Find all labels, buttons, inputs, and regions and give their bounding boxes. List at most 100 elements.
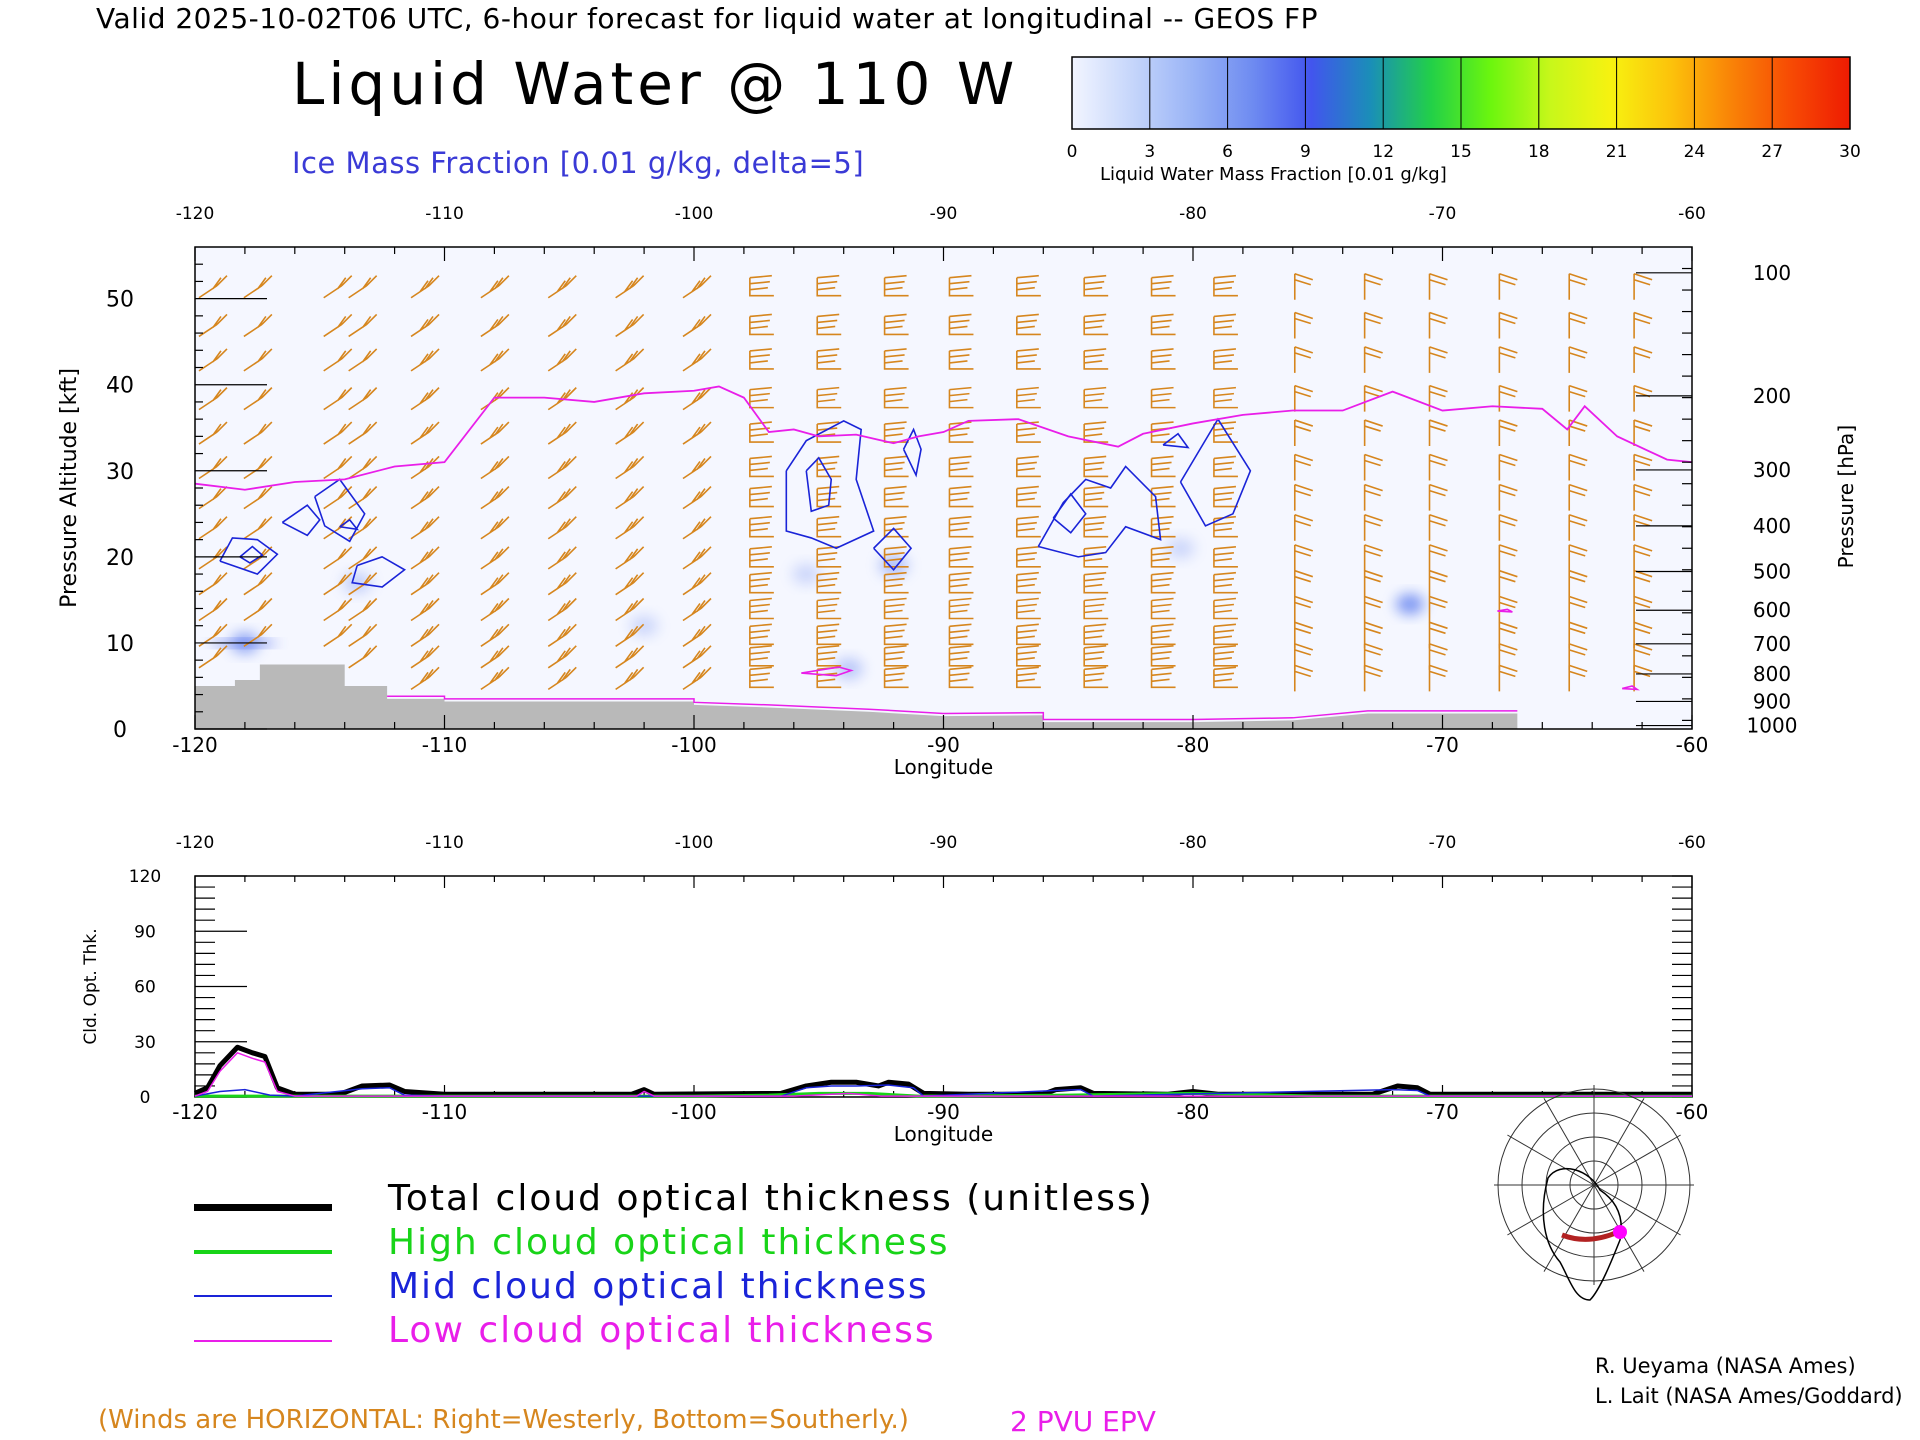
wind-barb (615, 313, 645, 338)
wind-barb (682, 455, 712, 480)
wind-barb (1428, 569, 1448, 597)
wind-barb (1150, 274, 1176, 297)
wind-barb (1633, 483, 1653, 511)
wind-barb (323, 275, 353, 299)
wind-barb (1633, 595, 1653, 623)
wind-barb (547, 546, 577, 570)
map-marker (1613, 1225, 1627, 1239)
wind-barb (1428, 595, 1448, 623)
y-tick-label: 40 (106, 374, 134, 399)
wind-barb (198, 275, 228, 299)
colorbar-tick-label: 15 (1450, 142, 1472, 162)
x-tick-label: -70 (1426, 733, 1459, 757)
ice-contour (902, 427, 922, 478)
wind-barb (749, 645, 774, 667)
wind-barb (1363, 311, 1383, 339)
wind-barb (1568, 384, 1588, 412)
wind-barb (1363, 569, 1383, 597)
wind-barb (615, 666, 645, 691)
wind-barb (1428, 311, 1448, 339)
wind-barb (410, 666, 440, 691)
wind-barb (547, 387, 577, 411)
wind-barb (883, 274, 909, 297)
wind-barb (1293, 384, 1314, 412)
wind-barb (480, 666, 510, 691)
pressure-tick-label: 400 (1753, 514, 1791, 538)
wind-barb (1568, 513, 1588, 541)
wind-barb (1568, 272, 1588, 300)
ice-contours (219, 417, 1252, 588)
pressure-tick-label: 300 (1753, 458, 1791, 482)
wind-barb (348, 623, 378, 647)
y-tick-label: 60 (134, 978, 156, 998)
wind-barb (410, 313, 440, 338)
wind-barb (615, 275, 645, 299)
wind-barb (615, 455, 645, 480)
wind-barb (1633, 453, 1653, 481)
wind-barb (948, 645, 974, 667)
wind-barb (1213, 645, 1238, 667)
wind-barb (198, 546, 228, 570)
wind-barb (480, 348, 510, 372)
wind-barb (243, 348, 273, 372)
wind-barb (883, 348, 909, 370)
pressure-tick-label: 600 (1753, 598, 1791, 622)
ice-contour (219, 537, 279, 575)
colorbar-tick-label: 30 (1839, 142, 1861, 162)
pressure-tick-label: 100 (1753, 261, 1791, 285)
y-tick-label: 30 (134, 1033, 156, 1053)
wind-barb (198, 421, 228, 445)
wind-barb (198, 313, 228, 338)
wind-barb (198, 455, 228, 480)
wind-barb (682, 313, 712, 338)
y-axis-label: Pressure Altitude [kft] (57, 368, 82, 608)
wind-barb (615, 387, 645, 411)
wind-barb (243, 572, 273, 596)
wind-barb (547, 623, 577, 647)
liquid-water-spot (834, 658, 863, 679)
wind-barb (1213, 421, 1238, 443)
colorbar-tick-label: 12 (1372, 142, 1394, 162)
wind-barb (1293, 664, 1314, 692)
wind-barb (547, 597, 577, 622)
wind-barb (682, 546, 712, 570)
wind-barb (480, 486, 510, 510)
wind-barb (749, 666, 774, 689)
x-tick-label-top: -90 (930, 204, 958, 224)
wind-barb (198, 572, 228, 596)
wind-barb (615, 546, 645, 570)
wind-barb (1213, 348, 1238, 370)
wind-barb (198, 486, 228, 510)
wind-barb (682, 516, 712, 540)
liquid-water-spot (792, 564, 821, 585)
wind-barb (198, 645, 228, 669)
ice-contour (281, 504, 321, 537)
wind-barb (1293, 483, 1314, 511)
x-tick-label: -110 (422, 733, 467, 757)
x-tick-label-top: -80 (1179, 833, 1207, 853)
wind-barb (1016, 386, 1041, 409)
wind-barb (243, 623, 273, 647)
wind-barb (1213, 571, 1238, 594)
map-cross-section-line (1561, 1229, 1619, 1242)
wind-barb (1633, 346, 1653, 373)
wind-barb (1016, 546, 1041, 568)
wind-barb (1363, 544, 1383, 571)
map-continent-outline (1542, 1167, 1622, 1301)
wind-barb (1568, 483, 1588, 511)
wind-barb (1428, 513, 1448, 541)
wind-barb (348, 387, 378, 411)
pressure-tick-label: 1000 (1747, 714, 1798, 738)
ice-contour (314, 478, 366, 543)
wind-barb (883, 386, 909, 409)
wind-barb (682, 486, 712, 510)
wind-barb (1428, 483, 1448, 511)
wind-barb (348, 421, 378, 445)
wind-barb (749, 313, 774, 336)
legend-line-mid (194, 1295, 332, 1297)
x-tick-label: -90 (927, 733, 960, 757)
wind-barb (749, 421, 774, 443)
wind-barb (1016, 455, 1041, 478)
wind-barb (1016, 274, 1041, 297)
wind-barb (948, 348, 974, 370)
